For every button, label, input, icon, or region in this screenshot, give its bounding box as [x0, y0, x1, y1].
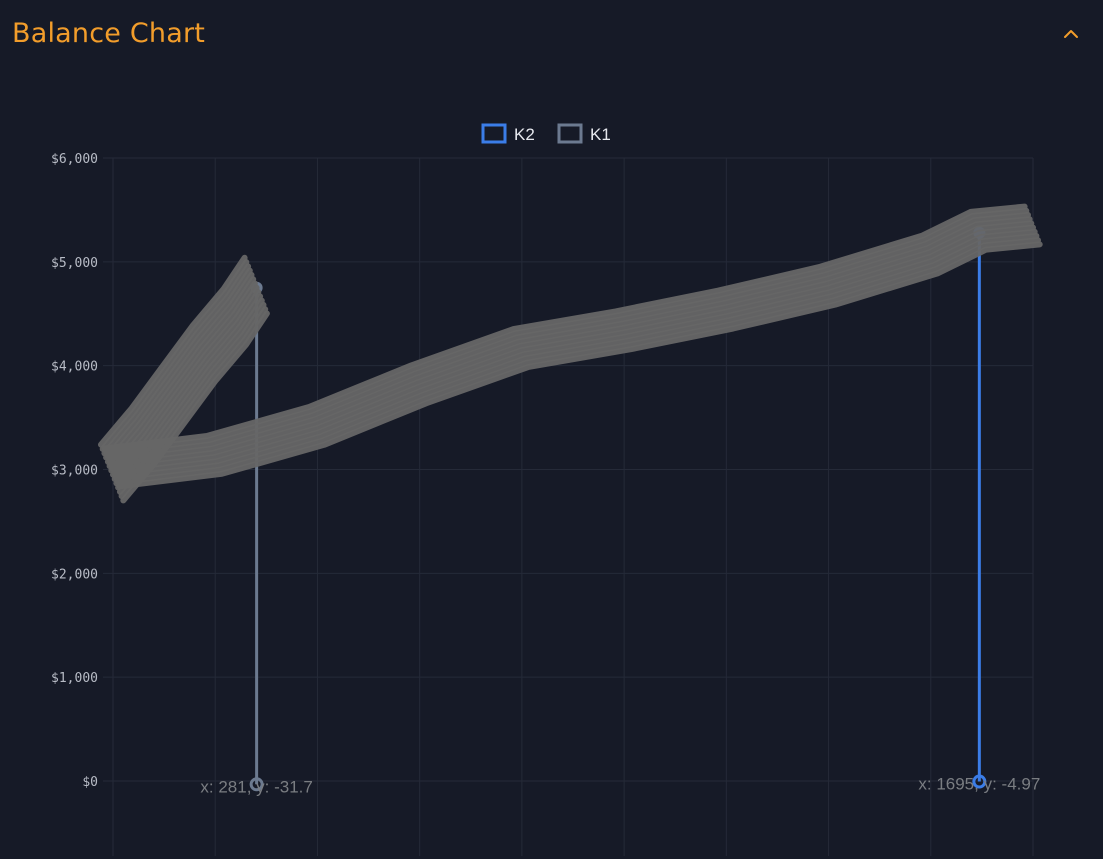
panel-header: Balance Chart: [0, 0, 1103, 72]
y-tick-label: $1,000: [51, 671, 98, 686]
y-tick-label: $3,000: [51, 464, 98, 479]
scribble-k1: [113, 293, 264, 487]
legend-item-k2[interactable]: K2: [481, 123, 535, 144]
scribble-k1: [116, 301, 267, 495]
end-marker-k2: [972, 774, 987, 789]
scribble-k2: [105, 212, 1031, 460]
legend-swatch: [481, 123, 507, 144]
scribble-k1: [111, 289, 262, 482]
scribble-k1: [104, 271, 255, 465]
annotations: x: 281, y: -31.7 x: 1695, y: -4.97: [200, 775, 1040, 797]
scribble-k1: [106, 276, 257, 470]
scribble-overlay: [98, 203, 1043, 504]
y-tick-label: $0: [82, 775, 98, 790]
legend-label: K1: [590, 125, 611, 144]
collapse-button[interactable]: [1061, 24, 1081, 44]
scribble-k1: [98, 254, 248, 448]
annotation-label: x: 1695, y: -4.97: [918, 775, 1040, 794]
scribble-k1: [99, 259, 250, 452]
scribble-k2: [115, 237, 1041, 486]
scribble-k2: [106, 216, 1033, 465]
y-tick-label: $6,000: [51, 152, 98, 167]
y-tick-label: $5,000: [51, 256, 98, 271]
scribble-k2: [108, 220, 1035, 469]
chart-legend: K2 K1: [481, 123, 611, 144]
y-tick-label: $2,000: [51, 567, 98, 582]
scribble-k1: [120, 310, 270, 504]
scribble-k1: [118, 306, 269, 500]
scribble-k2: [111, 228, 1038, 477]
y-axis: $0 $1,000 $2,000 $3,000 $4,000 $5,000 $6,000: [51, 152, 98, 790]
chevron-up-icon: [1064, 30, 1078, 38]
scribble-k2: [110, 224, 1036, 473]
drop-lines: [249, 226, 987, 792]
scribble-k2: [113, 233, 1040, 481]
legend-item-k1[interactable]: K1: [557, 123, 611, 144]
scribble-k2: [116, 241, 1043, 490]
page-title: Balance Chart: [12, 18, 206, 49]
legend-swatch: [557, 123, 583, 144]
scribble-k1: [115, 297, 265, 491]
y-tick-label: $4,000: [51, 360, 98, 375]
scribble-k2: [103, 207, 1030, 456]
scribble-k1: [110, 284, 260, 478]
scribble-k1: [108, 280, 258, 474]
scribble-k1: [103, 267, 253, 461]
end-marker-k1: [249, 777, 264, 792]
scribble-k1: [101, 263, 252, 457]
legend-label: K2: [514, 125, 535, 144]
scribble-k2: [101, 203, 1028, 452]
annotation-label: x: 281, y: -31.7: [200, 777, 312, 796]
